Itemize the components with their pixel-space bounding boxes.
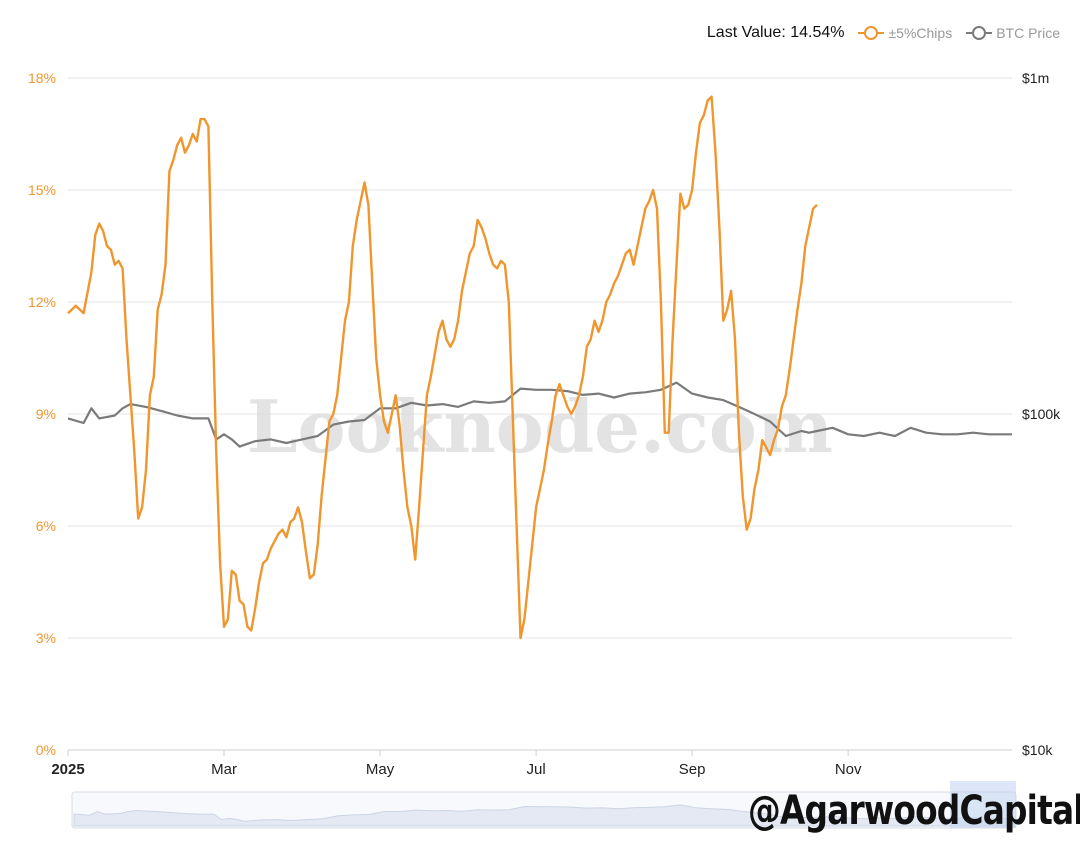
grid	[68, 77, 1012, 751]
navigator-sparkline	[73, 804, 1015, 827]
legend-item-btc[interactable]: BTC Price	[966, 25, 1060, 41]
left-axis: 0% 3% 6% 9% 12% 15% 18%	[28, 70, 56, 758]
x-tick-label: Jul	[527, 761, 546, 778]
right-tick-label: $1m	[1022, 70, 1049, 86]
left-tick-label: 3%	[36, 630, 56, 646]
left-tick-label: 0%	[36, 742, 56, 758]
x-tick-label: Sep	[679, 761, 706, 778]
x-tick-label: Mar	[211, 761, 237, 778]
left-tick-label: 6%	[36, 518, 56, 534]
navigator-selection[interactable]	[950, 781, 1016, 828]
left-tick-label: 18%	[28, 70, 56, 86]
range-navigator[interactable]	[71, 781, 1017, 829]
legend-item-chips[interactable]: ±5%Chips	[858, 25, 952, 41]
btc-series-icon	[966, 26, 993, 40]
x-tick-label: May	[366, 761, 395, 778]
x-tick-label: Nov	[835, 761, 862, 778]
left-tick-label: 9%	[36, 406, 56, 422]
x-axis: 2025 Mar May Jul Sep Nov	[51, 749, 1012, 778]
last-value-label: Last Value: 14.54%	[706, 24, 845, 41]
legend-chips-label: ±5%Chips	[888, 25, 953, 41]
legend-btc-label: BTC Price	[996, 25, 1060, 41]
right-axis: $10k $100k $1m	[1022, 70, 1061, 758]
legend: Last Value: 14.54% ±5%Chips BTC Price	[707, 24, 1060, 42]
right-tick-label: $10k	[1022, 742, 1053, 758]
chips-series-icon	[858, 26, 885, 40]
author-handle: @AgarwoodCapital	[748, 788, 1080, 834]
x-tick-label: 2025	[51, 761, 84, 778]
left-tick-label: 12%	[28, 294, 56, 310]
watermark-text: Looknode.com	[247, 384, 833, 469]
right-tick-label: $100k	[1022, 406, 1061, 422]
plot-area	[67, 95, 1012, 640]
left-tick-label: 15%	[28, 182, 56, 198]
chips-series-line	[67, 95, 818, 640]
